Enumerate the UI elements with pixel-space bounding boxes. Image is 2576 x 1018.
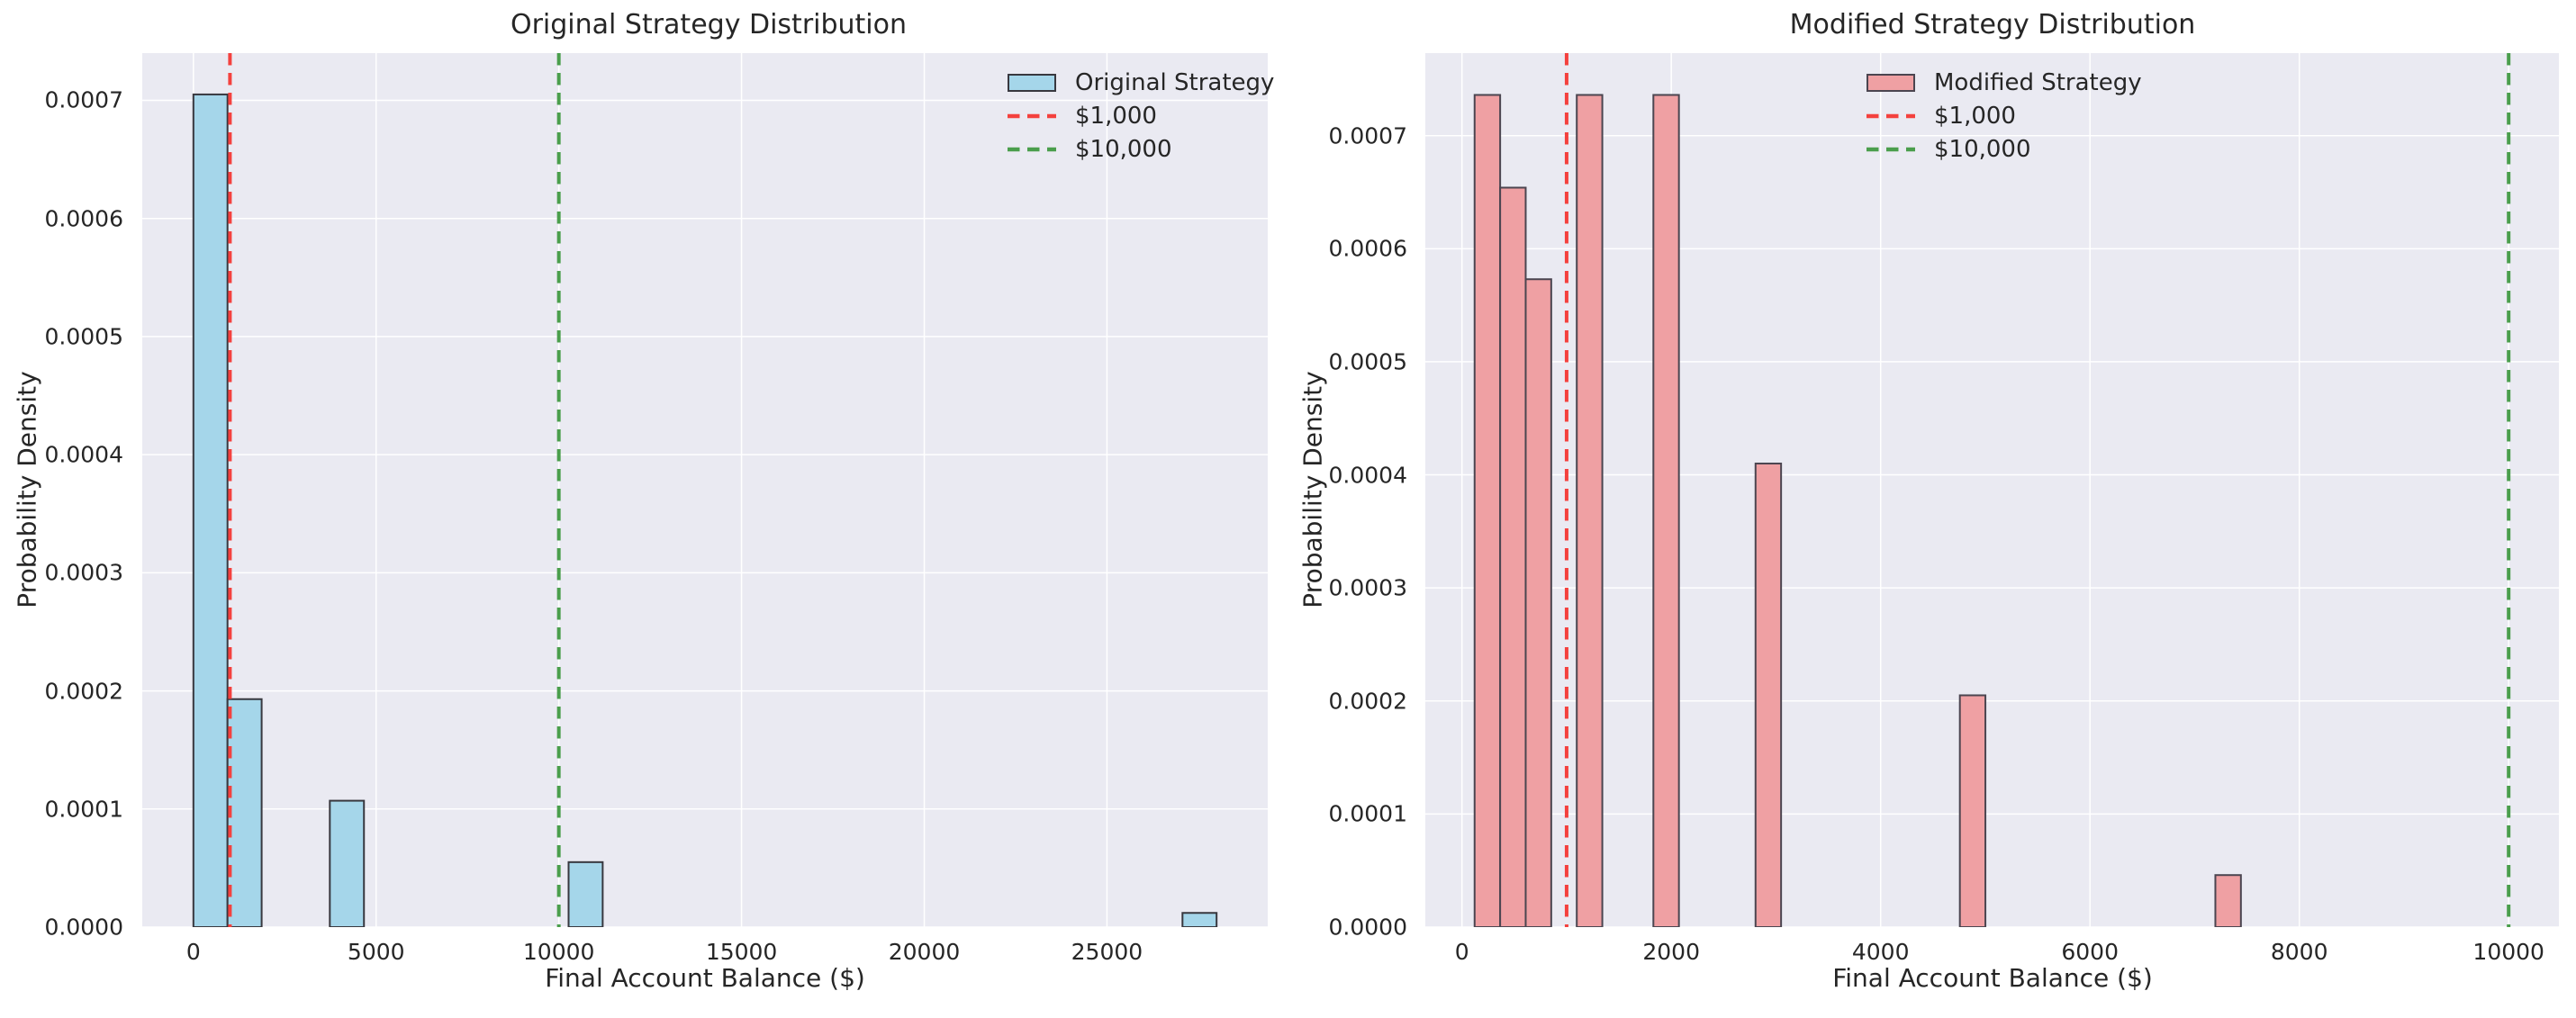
legend-row: Modified Strategy	[1866, 66, 2142, 99]
chart-title: Modified Strategy Distribution	[1789, 9, 2196, 41]
y-tick-label: 0.0001	[1328, 800, 1407, 827]
x-tick-label: 0	[185, 939, 201, 965]
y-tick-label: 0.0002	[44, 678, 123, 705]
y-axis-label: Probability Density	[1297, 371, 1328, 608]
legend-row: $10,000	[1866, 132, 2142, 166]
x-tick-label: 20000	[888, 939, 961, 965]
y-tick-label: 0.0004	[44, 441, 123, 468]
plot-area	[1425, 53, 2559, 927]
x-tick-label: 0	[1454, 939, 1469, 965]
y-tick-label: 0.0006	[1328, 235, 1407, 262]
histogram-swatch	[1866, 73, 1915, 92]
legend-row: Original Strategy	[1008, 66, 1274, 99]
y-tick-label: 0.0000	[1328, 914, 1407, 941]
y-tick-label: 0.0006	[44, 205, 123, 232]
legend: Modified Strategy $1,000 $10,000	[1866, 66, 2142, 166]
y-tick-label: 0.0007	[44, 86, 123, 113]
legend-label: Modified Strategy	[1934, 68, 2142, 96]
y-tick-label: 0.0002	[1328, 688, 1407, 715]
x-tick-label: 5000	[347, 939, 405, 965]
legend-label: $1,000	[1075, 102, 1157, 130]
y-tick-label: 0.0004	[1328, 462, 1407, 489]
x-tick-label: 2000	[1642, 939, 1700, 965]
chart-title: Original Strategy Distribution	[510, 9, 908, 41]
legend-row: $1,000	[1008, 99, 1274, 132]
legend: Original Strategy $1,000 $10,000	[1008, 66, 1274, 166]
x-tick-label: 8000	[2270, 939, 2328, 965]
x-axis-label: Final Account Balance ($)	[1832, 963, 2153, 993]
y-tick-label: 0.0003	[44, 559, 123, 586]
x-tick-label: 10000	[2472, 939, 2544, 965]
legend-row: $10,000	[1008, 132, 1274, 166]
y-tick-label: 0.0005	[44, 323, 123, 350]
plot-area	[142, 53, 1268, 927]
legend-label: $1,000	[1934, 102, 2016, 130]
red-dashed-line-swatch	[1866, 113, 1915, 118]
y-tick-label: 0.0007	[1328, 122, 1407, 149]
x-tick-label: 10000	[522, 939, 595, 965]
x-axis-label: Final Account Balance ($)	[545, 963, 865, 993]
y-tick-label: 0.0003	[1328, 574, 1407, 601]
legend-row: $1,000	[1866, 99, 2142, 132]
x-tick-label: 15000	[705, 939, 778, 965]
x-tick-label: 25000	[1071, 939, 1143, 965]
green-dashed-line-swatch	[1866, 147, 1915, 151]
red-dashed-line-swatch	[1008, 113, 1056, 118]
green-dashed-line-swatch	[1008, 147, 1056, 151]
legend-label: $10,000	[1934, 135, 2031, 163]
x-tick-label: 4000	[1851, 939, 1910, 965]
y-tick-label: 0.0001	[44, 796, 123, 823]
legend-label: $10,000	[1075, 135, 1172, 163]
y-tick-label: 0.0000	[44, 914, 123, 941]
y-tick-label: 0.0005	[1328, 348, 1407, 375]
legend-label: Original Strategy	[1075, 68, 1275, 96]
histogram-swatch	[1008, 73, 1056, 92]
x-tick-label: 6000	[2061, 939, 2119, 965]
